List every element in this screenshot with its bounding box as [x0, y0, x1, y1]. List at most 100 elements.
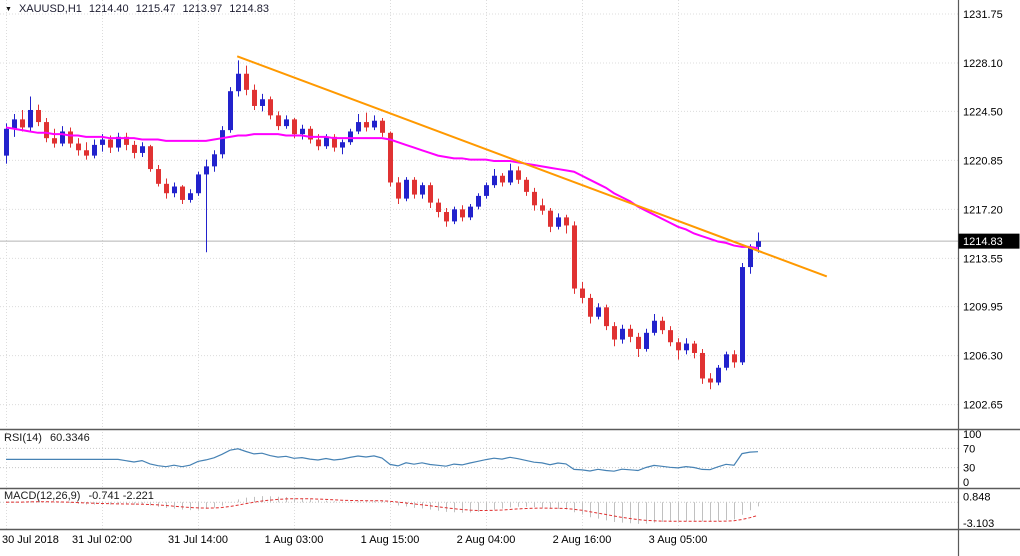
candle-body [612, 326, 617, 340]
candle-body [468, 206, 473, 218]
candle-body [196, 174, 201, 194]
rsi-axis-label: 0 [963, 477, 969, 489]
candle-body [388, 132, 393, 183]
candle-body [68, 131, 73, 144]
candle-body [12, 119, 17, 129]
candle-body [660, 320, 665, 331]
ohlc-low: 1213.97 [182, 3, 223, 15]
candle-body [396, 182, 401, 199]
candle-body [724, 354, 729, 368]
rsi-axis-label: 70 [963, 443, 975, 455]
candle-body [484, 185, 489, 196]
macd-name: MACD(12,26,9) [4, 490, 81, 502]
candle-body [324, 136, 329, 147]
price-axis-label: 1202.65 [963, 400, 1003, 412]
candle-body [684, 343, 689, 351]
candle-body [732, 354, 737, 363]
time-axis-label: 31 Jul 02:00 [72, 534, 132, 546]
candle-body [532, 191, 537, 206]
candle-body [228, 91, 233, 131]
candle-body [172, 186, 177, 194]
candle-body [300, 128, 305, 135]
candle-body [4, 128, 9, 156]
candle-body [276, 115, 281, 127]
dropdown-arrow-icon: ▼ [5, 5, 12, 13]
candle-body [444, 212, 449, 222]
chart-title-bar: ▼ XAUUSD,H1 1214.40 1215.47 1213.97 1214… [5, 3, 269, 15]
candle-body [476, 195, 481, 207]
candle-body [180, 186, 185, 200]
candle-body [204, 166, 209, 175]
candle-body [76, 143, 81, 151]
ohlc-high: 1215.47 [135, 3, 176, 15]
candle-body [268, 99, 273, 116]
rsi-name: RSI(14) [4, 432, 42, 444]
macd-signal-line [5, 498, 759, 522]
current-price-badge [958, 233, 1020, 249]
candle-body [84, 150, 89, 156]
time-axis-label: 1 Aug 15:00 [361, 534, 420, 546]
candle-body [428, 185, 433, 203]
candle-body [596, 307, 601, 317]
candle-body [108, 139, 113, 148]
candle-body [292, 119, 297, 135]
rsi-line [6, 448, 759, 472]
price-axis-label: 1209.95 [963, 302, 1003, 314]
candle-body [252, 89, 257, 106]
ohlc-close: 1214.83 [229, 3, 269, 15]
candle-body [44, 122, 49, 139]
current-price-badge-text: 1214.83 [963, 236, 1003, 248]
candle-body [92, 144, 97, 156]
candle-body [404, 179, 409, 199]
candle-body [308, 128, 313, 140]
candle-body [668, 330, 673, 343]
candle-body [740, 267, 745, 363]
candle-body [124, 136, 129, 145]
candle-body [620, 328, 625, 340]
candle-body [116, 136, 121, 148]
rsi-axis-label: 30 [963, 463, 975, 475]
trendline[interactable] [236, 55, 828, 278]
candle-body [132, 144, 137, 153]
candle-body [52, 138, 57, 144]
price-axis-label: 1220.85 [963, 155, 1003, 167]
candle-body [540, 205, 545, 211]
candle-body [236, 73, 241, 92]
candle-body [148, 146, 153, 170]
candle-body [364, 122, 369, 128]
candle-body [516, 170, 521, 180]
candle-body [460, 209, 465, 218]
candle-body [260, 99, 265, 106]
candle-body [628, 328, 633, 337]
candle-body [636, 336, 641, 349]
price-axis-label: 1231.75 [963, 9, 1003, 21]
candle-body [708, 378, 713, 383]
candle-body [420, 185, 425, 195]
candle-body [580, 288, 585, 298]
candle-body [652, 320, 657, 333]
candle-body [756, 241, 761, 247]
candle-body [244, 73, 249, 90]
candle-body [212, 154, 217, 167]
time-axis-label: 30 Jul 2018 [2, 534, 59, 546]
price-axis-label: 1228.10 [963, 58, 1003, 70]
candle-body [412, 179, 417, 195]
ohlc-open: 1214.40 [88, 3, 129, 15]
price-axis-label: 1213.55 [963, 253, 1003, 265]
candle-body [316, 139, 321, 147]
candle-body [100, 139, 105, 145]
price-axis-label: 1217.20 [963, 204, 1003, 216]
macd-indicator-label: MACD(12,26,9) -0.741 -2.221 [4, 490, 159, 502]
candle-body [556, 217, 561, 227]
candle-body [140, 146, 145, 153]
rsi-indicator-label: RSI(14) 60.3346 [4, 432, 95, 444]
candle-body [548, 210, 553, 227]
time-axis-label: 31 Jul 14:00 [168, 534, 228, 546]
macd-axis-label: -3.103 [963, 518, 994, 530]
candle-body [748, 246, 753, 268]
candle-body [284, 119, 289, 127]
time-axis-label: 3 Aug 05:00 [649, 534, 708, 546]
candle-body [700, 352, 705, 379]
